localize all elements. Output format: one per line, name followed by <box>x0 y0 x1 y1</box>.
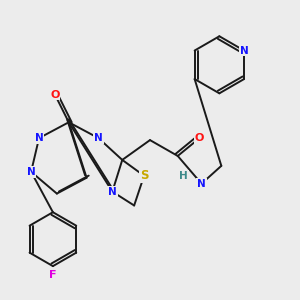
Text: N: N <box>108 187 117 196</box>
Text: N: N <box>27 167 35 177</box>
Text: N: N <box>197 179 206 189</box>
Text: F: F <box>49 270 57 280</box>
Text: N: N <box>94 133 103 143</box>
Text: N: N <box>240 46 248 56</box>
Text: S: S <box>140 169 148 182</box>
Text: O: O <box>50 89 60 100</box>
Text: O: O <box>195 133 204 143</box>
Text: H: H <box>179 171 188 181</box>
Text: N: N <box>35 133 44 143</box>
